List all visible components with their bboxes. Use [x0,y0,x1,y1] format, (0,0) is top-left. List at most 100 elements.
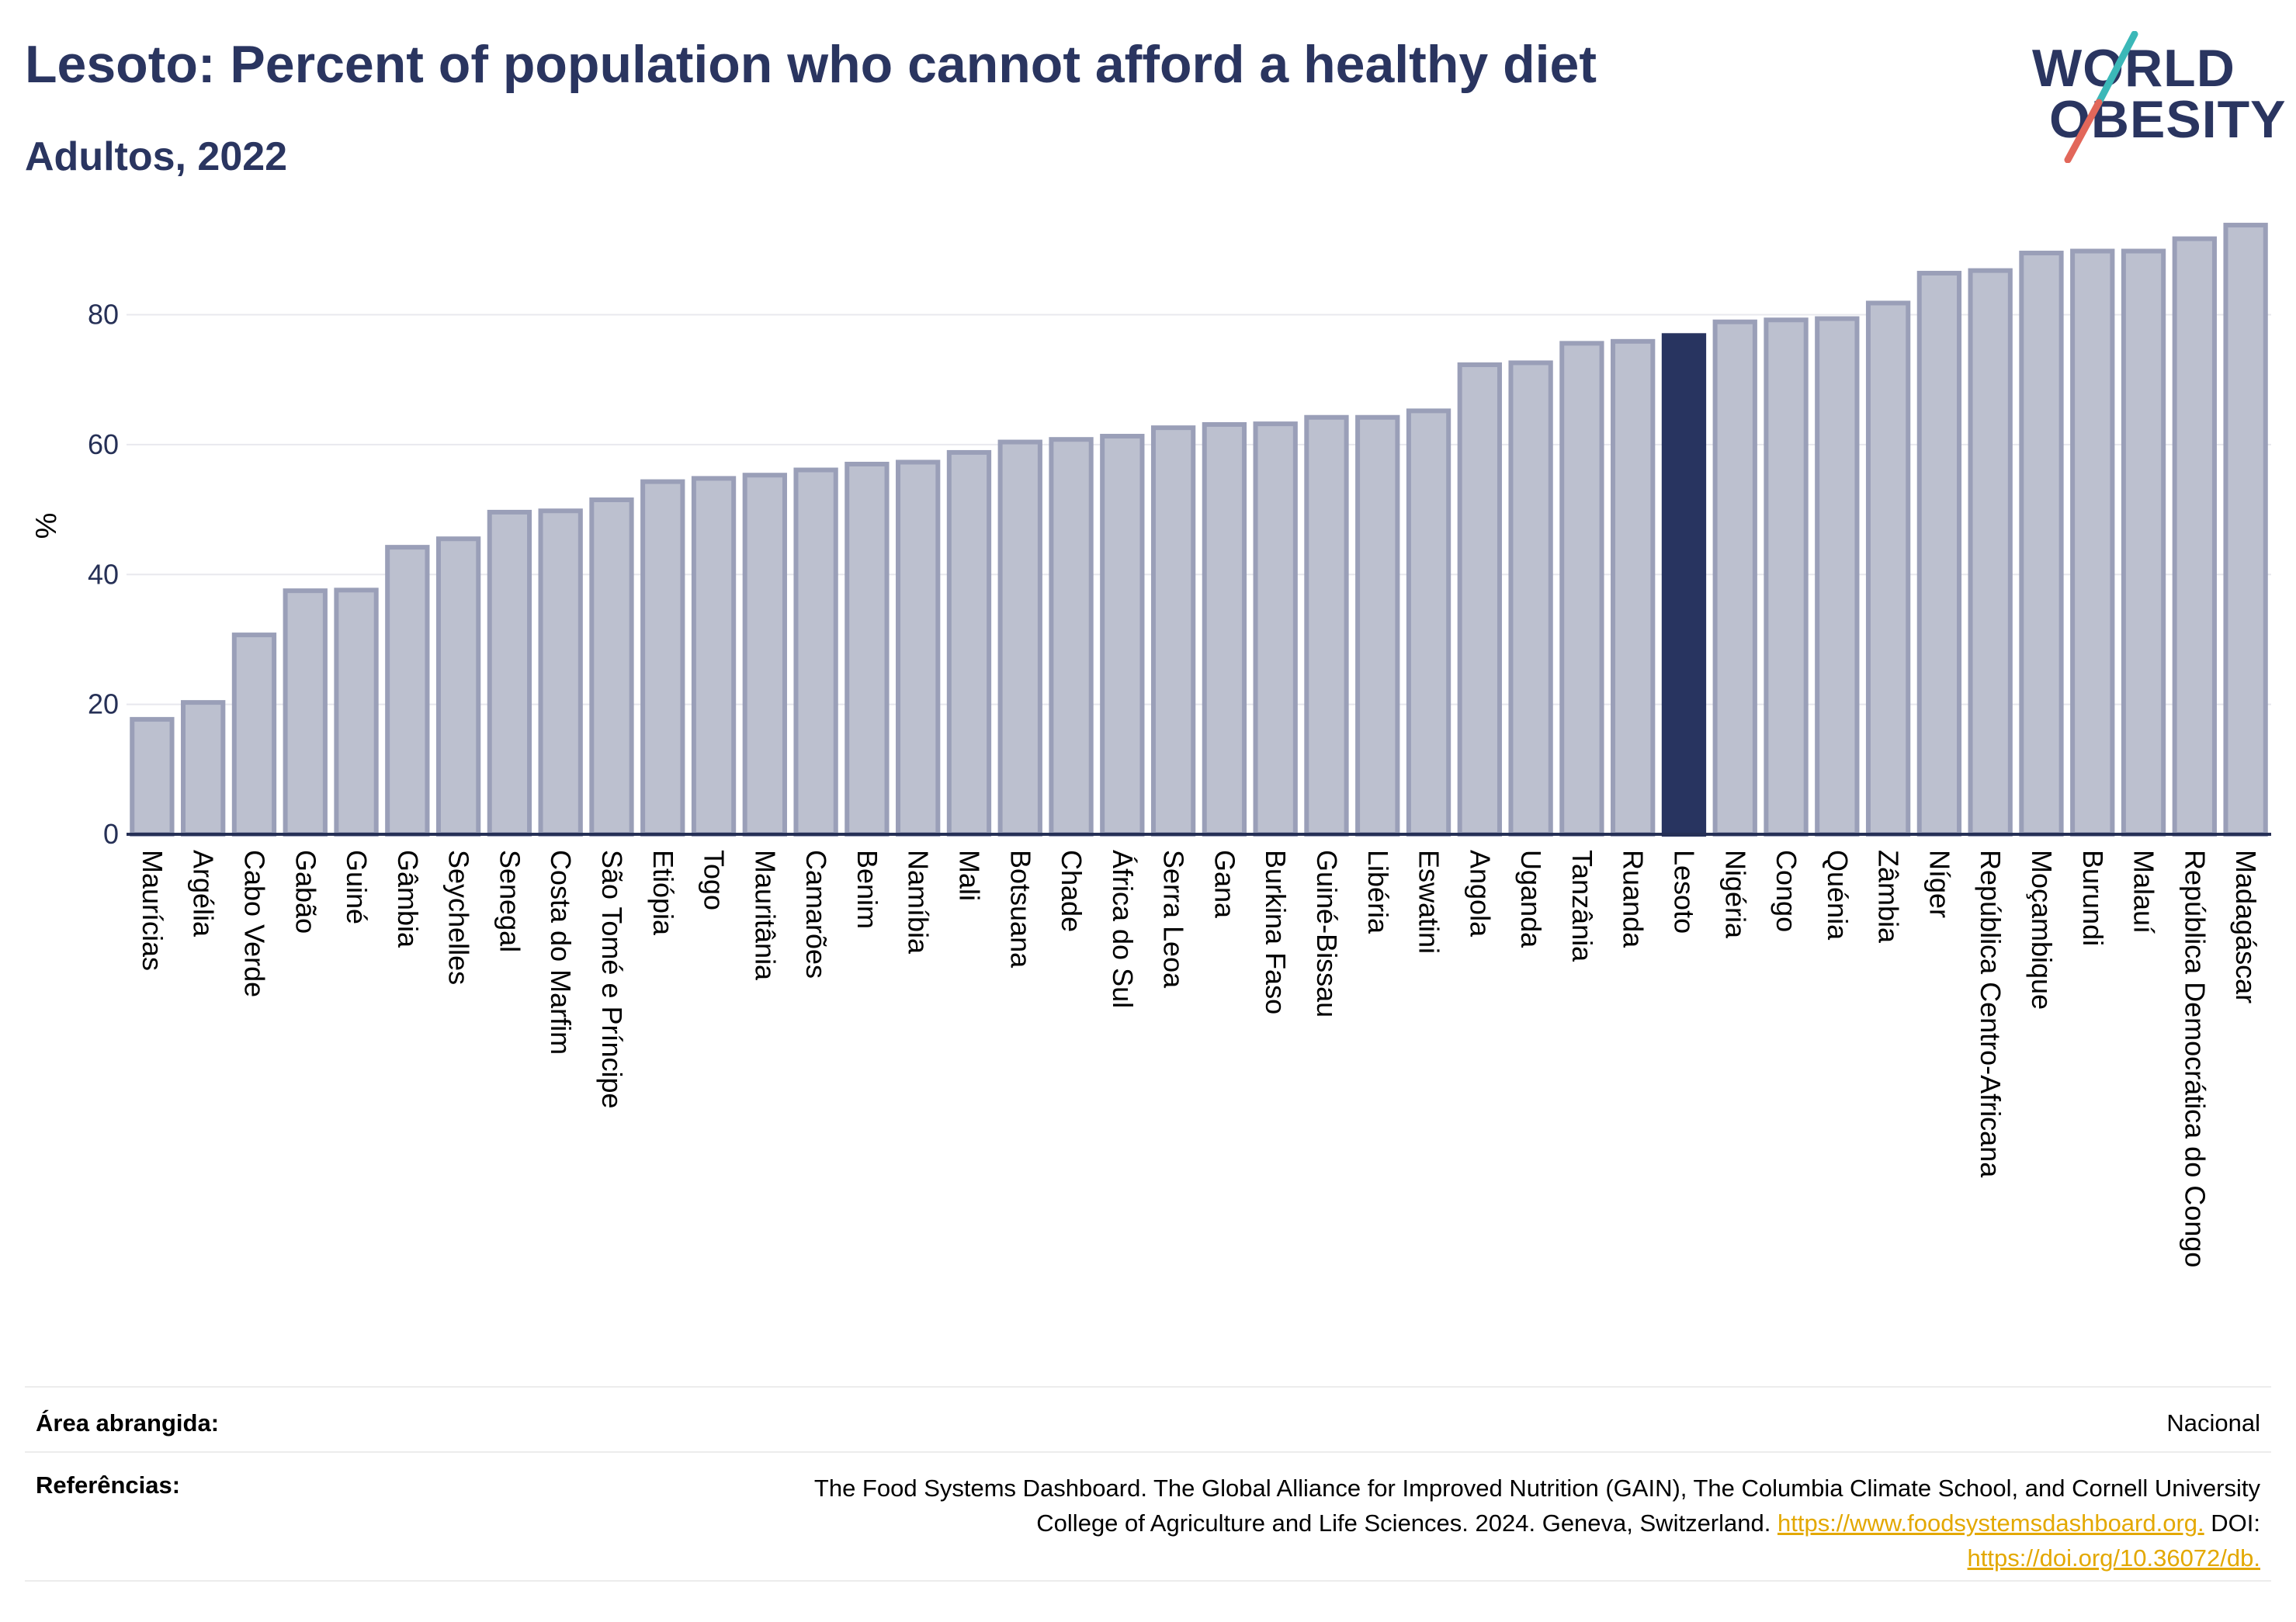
x-tick-label: Gana [1209,850,1240,919]
x-tick-label: Costa do Marfim [545,850,577,1055]
bar [640,479,685,837]
x-tick-label: Serra Leoa [1158,850,1190,989]
bar [845,462,890,837]
bar [487,509,532,837]
x-tick-label: São Tomé e Príncipe [596,850,628,1109]
coverage-row: Área abrangida: Nacional [25,1405,2271,1451]
x-tick-label: Guiné [341,850,373,924]
x-tick-label: Burundi [2077,850,2109,946]
x-tick-label: Angola [1464,850,1496,938]
x-tick-label: Uganda [1515,850,1547,948]
bar [1049,437,1094,837]
world-obesity-logo: WORLD OBESITY [2018,31,2286,163]
bar [181,700,226,837]
bar [691,476,737,837]
x-tick-label: Eswatini [1413,850,1445,954]
x-tick-label: Lesoto [1668,850,1700,934]
bar [1100,434,1145,837]
bar [997,439,1042,837]
bar [1611,338,1656,837]
dashboard-link[interactable]: https://www.foodsystemsdashboard.org. [1777,1509,2204,1537]
x-tick-label: Benim [851,850,883,929]
bar [1406,408,1451,837]
divider [25,1386,2271,1388]
x-tick-label: Madagáscar [2230,850,2262,1003]
bar [130,716,175,837]
x-tick-label: Burkina Faso [1260,850,1292,1014]
bar [2223,223,2268,837]
x-tick-label: Moçambique [2026,850,2058,1010]
x-tick-label: Gabão [290,850,321,934]
bar [435,536,481,837]
chart-title: Lesoto: Percent of population who cannot… [25,35,1597,94]
coverage-label: Área abrangida: [36,1409,220,1437]
x-tick-label: Seychelles [443,850,475,985]
bar [1355,414,1400,837]
bar [1559,341,1604,837]
reference-line-2: College of Agriculture and Life Sciences… [1036,1509,1777,1537]
bar [231,633,277,837]
bar [1661,333,1707,837]
x-tick-label: Senegal [494,850,525,952]
x-tick-label: Etiópia [647,850,679,936]
bar [2019,251,2064,837]
x-tick-label: Mali [953,850,985,901]
x-tick-label: Cabo Verde [238,850,270,997]
bar [793,467,838,837]
x-tick-label: República Centro-Africana [1975,850,2006,1178]
x-tick-label: Chade [1056,850,1087,932]
divider [25,1451,2271,1453]
x-tick-label: Quénia [1822,850,1854,941]
x-tick-label: Botsuana [1004,850,1036,969]
bar [1508,360,1553,837]
bar-chart: 0 20 40 60 80% Maurícias Argélia Cabo Verde Gabã… [30,223,2271,1267]
x-tick-label: Guiné-Bissau [1311,850,1343,1017]
bar [1764,317,1809,837]
bar [385,545,430,837]
logo-slash-icon [2064,31,2138,163]
x-tick-label: Ruanda [1618,850,1649,948]
divider [25,1580,2271,1582]
x-tick-label: Togo [699,850,730,910]
bar [1712,319,1757,837]
x-tick-label: Níger [1923,850,1955,918]
x-tick-label: Zâmbia [1873,850,1905,944]
bar [742,473,787,837]
x-tick-label: Tanzânia [1566,850,1598,962]
bar [1968,268,2013,837]
x-tick-label: Camarões [800,850,832,979]
bar [334,587,379,837]
references-label: Referências: [36,1471,181,1499]
x-tick-label: Argélia [188,850,220,938]
y-tick-label: 0 [103,818,119,850]
logo-word-world: WORLD [2032,39,2235,98]
x-tick-label: Mauritânia [749,850,781,981]
x-tick-label: Libéria [1362,850,1394,934]
x-tick-label: República Democrática do Congo [2179,850,2211,1267]
doi-link[interactable]: https://doi.org/10.36072/db. [1967,1544,2260,1572]
references-text: The Food Systems Dashboard. The Global A… [475,1471,2260,1576]
doi-label: DOI: [2204,1509,2260,1537]
x-tick-label: África do Sul [1107,850,1139,1008]
references-row: Referências: The Food Systems Dashboard.… [25,1468,2271,1577]
x-tick-label: Congo [1771,850,1802,932]
coverage-value: Nacional [2166,1409,2260,1437]
x-tick-label: Malauí [2128,850,2160,934]
bar [1304,414,1349,837]
bar [1815,316,1860,837]
x-tick-label: Gâmbia [392,850,424,948]
x-tick-label: Namíbia [903,850,935,955]
reference-line-1: The Food Systems Dashboard. The Global A… [813,1475,2260,1502]
bar [896,459,941,837]
bar [1865,300,1911,837]
y-tick-label: 40 [88,558,119,590]
bar [1457,362,1502,837]
chart-subtitle: Adultos, 2022 [25,134,288,179]
y-axis-label: % [30,513,63,539]
y-tick-label: 80 [88,299,119,331]
y-tick-label: 20 [88,688,119,720]
x-tick-label: Maurícias [137,850,168,971]
bar [589,497,634,837]
bar [1150,425,1196,837]
bar [1916,270,1962,837]
